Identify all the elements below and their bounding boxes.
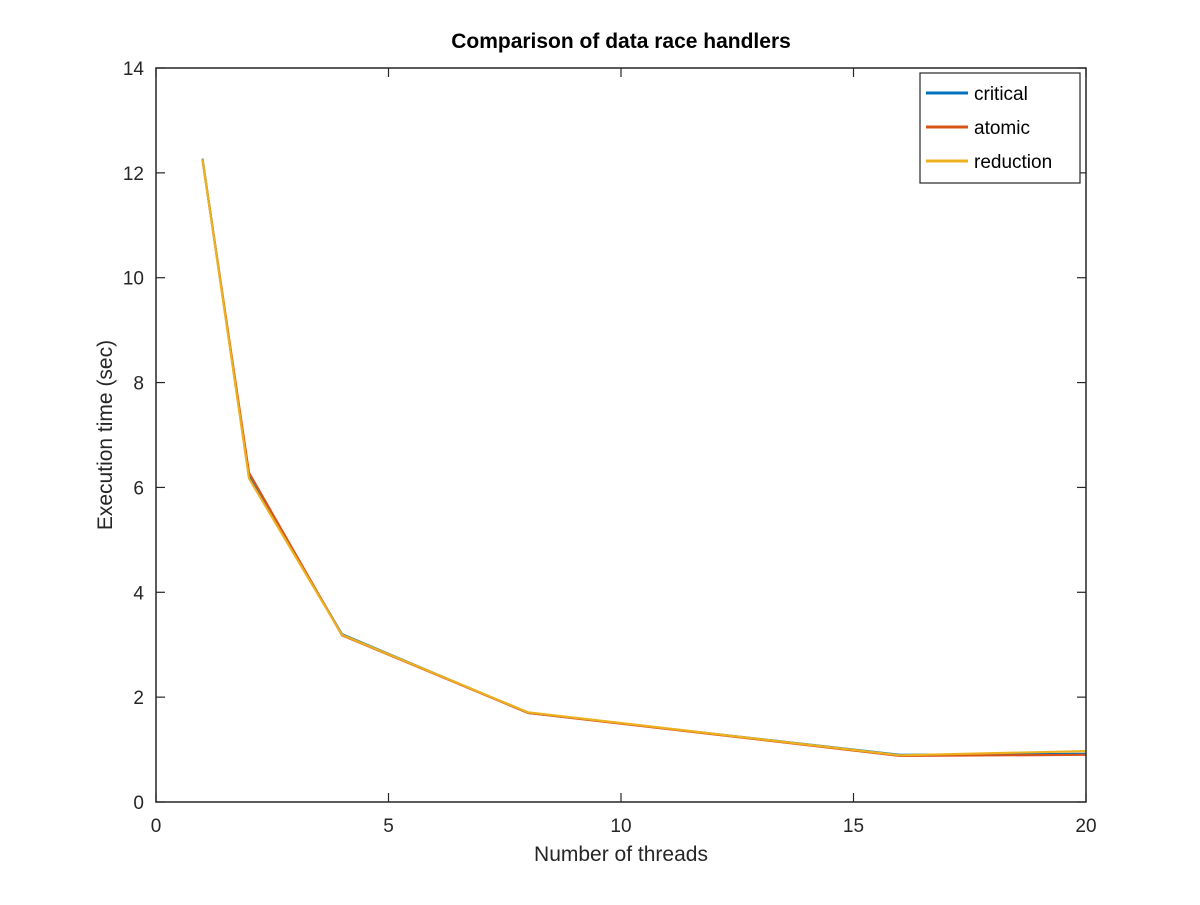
x-axis-label: Number of threads bbox=[534, 843, 708, 866]
x-tick-label: 5 bbox=[383, 816, 394, 837]
y-tick-label: 14 bbox=[123, 59, 145, 80]
plot-area bbox=[156, 68, 1086, 802]
y-tick-label: 2 bbox=[133, 688, 144, 709]
y-tick-label: 0 bbox=[133, 793, 144, 814]
y-tick-label: 12 bbox=[123, 164, 144, 185]
y-tick-label: 6 bbox=[133, 478, 144, 499]
legend: critical atomic reduction bbox=[919, 72, 1081, 184]
x-tick-label: 10 bbox=[610, 816, 631, 837]
x-tick-label: 20 bbox=[1075, 816, 1096, 837]
y-tick-label: 4 bbox=[133, 583, 144, 604]
x-tick-label: 0 bbox=[151, 816, 162, 837]
y-tick-label: 8 bbox=[133, 374, 144, 395]
legend-label-atomic: atomic bbox=[974, 118, 1030, 139]
series-line-reduction bbox=[201, 159, 1087, 757]
chart-title: Comparison of data race handlers bbox=[451, 30, 791, 53]
legend-label-reduction: reduction bbox=[974, 152, 1052, 173]
y-axis-label: Execution time (sec) bbox=[94, 340, 117, 530]
plot-frame bbox=[155, 67, 1087, 803]
y-tick-label: 10 bbox=[123, 269, 144, 290]
series-layer bbox=[201, 158, 1087, 758]
x-tick-label: 15 bbox=[843, 816, 864, 837]
legend-label-critical: critical bbox=[974, 84, 1028, 105]
